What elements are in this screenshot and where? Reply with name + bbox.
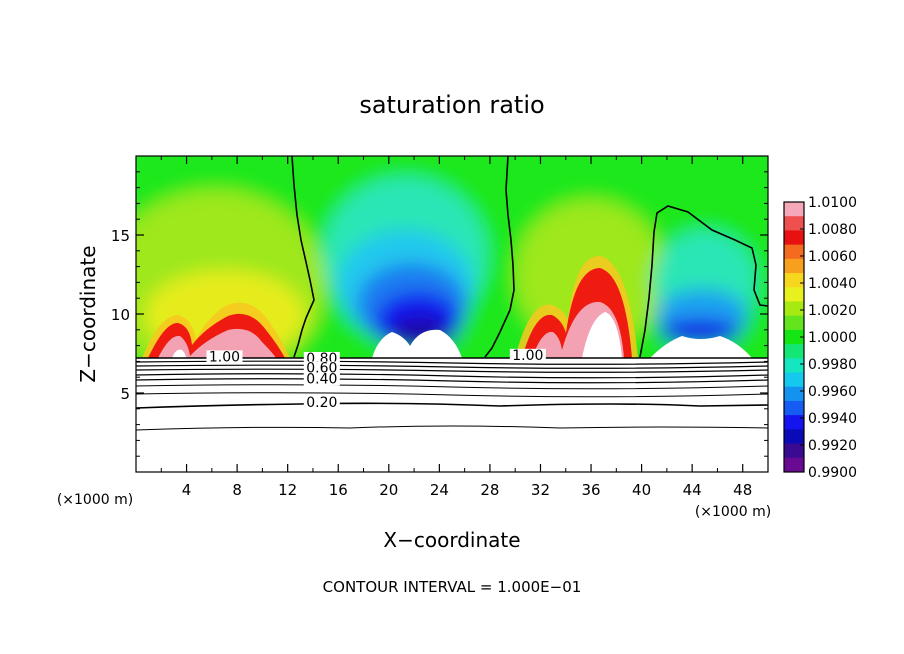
saturation-field bbox=[136, 156, 768, 358]
colorbar-swatch bbox=[784, 244, 804, 260]
colorbar-swatch bbox=[784, 230, 804, 246]
x-tick-label: 36 bbox=[581, 481, 600, 499]
colorbar-swatch bbox=[784, 273, 804, 288]
x-tick-label: 44 bbox=[683, 481, 702, 499]
x-tick-label: 20 bbox=[379, 481, 398, 499]
x-axis-label: X−coordinate bbox=[383, 528, 520, 552]
y-axis: 5 10 15 bbox=[111, 171, 768, 457]
x-tick-label: 32 bbox=[531, 481, 550, 499]
chart-title: saturation ratio bbox=[359, 91, 544, 119]
contour-label-bg bbox=[303, 361, 340, 375]
colorbar-swatch bbox=[784, 329, 804, 345]
y-tick-label: 15 bbox=[111, 227, 130, 245]
contour-label: 1.00 bbox=[209, 349, 240, 365]
x-unit-right: (×1000 m) bbox=[695, 504, 771, 520]
contour-label: 0.20 bbox=[306, 395, 337, 411]
colorbar-label: 0.9920 bbox=[808, 438, 857, 454]
x-tick-label: 40 bbox=[632, 481, 651, 499]
colorbar-swatch bbox=[784, 301, 804, 317]
colorbar-swatch bbox=[784, 386, 804, 402]
y-axis-label: Z−coordinate bbox=[76, 245, 100, 382]
colorbar-swatch bbox=[784, 287, 804, 302]
x-tick-label: 4 bbox=[182, 481, 192, 499]
contour-labels: 1.00 0.800.600.400.201.00 bbox=[206, 348, 546, 411]
contour-label: 1.00 bbox=[512, 348, 543, 364]
colorbar-label: 0.9980 bbox=[808, 357, 857, 373]
y-tick-label: 5 bbox=[120, 385, 130, 403]
colorbar-swatch bbox=[784, 344, 804, 359]
contour-label-bg bbox=[303, 396, 340, 410]
colorbar-swatch bbox=[784, 443, 804, 459]
colorbar-swatch bbox=[784, 429, 804, 445]
colorbar-label: 1.0040 bbox=[808, 276, 857, 292]
colorbar: 1.0100 1.0080 1.0060 1.0040 1.0020 1.0000 0.99… bbox=[783, 195, 857, 481]
contour-label-bg bbox=[509, 348, 546, 362]
colorbar-swatch bbox=[784, 358, 804, 374]
colorbar-swatch bbox=[784, 400, 804, 416]
colorbar-label: 0.9960 bbox=[808, 384, 857, 400]
clear-air-bumps bbox=[172, 312, 752, 358]
colorbar-swatch bbox=[784, 372, 804, 388]
colorbar-swatch bbox=[784, 216, 804, 231]
colorbar-label: 1.0100 bbox=[808, 195, 857, 211]
contour-label: 0.60 bbox=[306, 360, 337, 376]
contour-interval-footer: CONTOUR INTERVAL = 1.000E−01 bbox=[323, 578, 582, 596]
x-tick-label: 8 bbox=[232, 481, 242, 499]
x-tick-label: 28 bbox=[480, 481, 499, 499]
colorbar-label: 0.9900 bbox=[808, 465, 857, 481]
x-unit-left: (×1000 m) bbox=[57, 492, 133, 508]
colorbar-swatch bbox=[784, 202, 804, 217]
colorbar-swatch bbox=[784, 415, 804, 430]
colorbar-swatch bbox=[784, 457, 804, 473]
colorbar-label: 1.0060 bbox=[808, 249, 857, 265]
contour-lines-lower bbox=[135, 357, 769, 431]
colorbar-label: 1.0080 bbox=[808, 222, 857, 238]
x-tick-label: 12 bbox=[278, 481, 297, 499]
y-tick-label: 10 bbox=[111, 306, 130, 324]
colorbar-swatch bbox=[784, 258, 804, 274]
colorbar-label: 1.0020 bbox=[808, 303, 857, 319]
x-tick-label: 24 bbox=[430, 481, 449, 499]
contour-label-bg bbox=[206, 350, 243, 364]
warm-band-left bbox=[142, 302, 290, 358]
colorbar-label: 1.0000 bbox=[808, 330, 857, 346]
colorbar-label: 0.9940 bbox=[808, 411, 857, 427]
x-axis: 4 8 12 16 20 24 28 32 36 40 44 48 bbox=[160, 156, 752, 499]
x-tick-label: 48 bbox=[733, 481, 752, 499]
colorbar-swatch bbox=[784, 315, 804, 331]
contour-lines-upper bbox=[291, 155, 769, 358]
x-tick-label: 16 bbox=[329, 481, 348, 499]
contour-label: 0.40 bbox=[306, 372, 337, 388]
contour-label-bg bbox=[303, 372, 340, 386]
